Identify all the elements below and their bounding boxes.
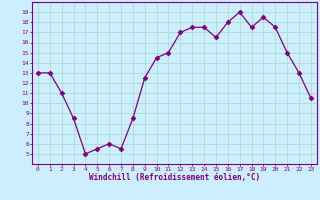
X-axis label: Windchill (Refroidissement éolien,°C): Windchill (Refroidissement éolien,°C) <box>89 173 260 182</box>
